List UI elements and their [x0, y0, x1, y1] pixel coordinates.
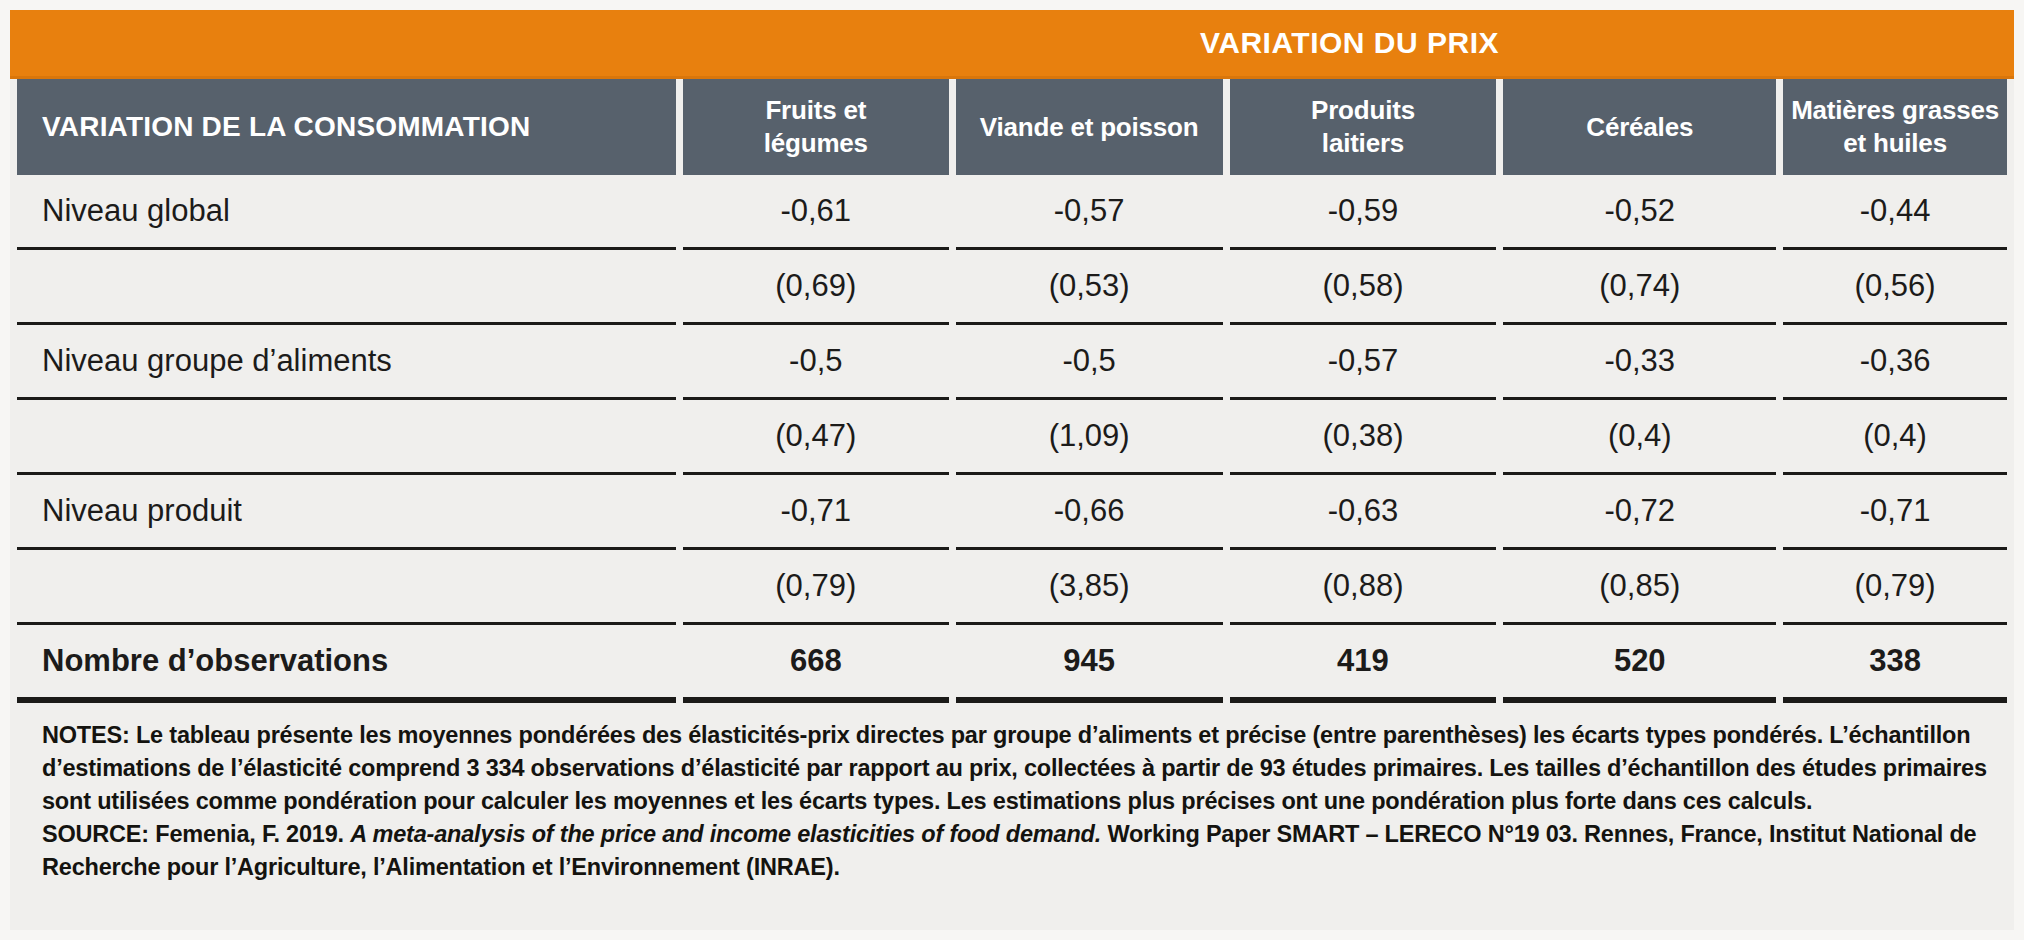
- count-cell: 520: [1503, 625, 1776, 703]
- std-cell: (1,09): [956, 400, 1223, 475]
- mean-cell: -0,66: [956, 475, 1223, 550]
- column-header-line: Fruits et: [683, 94, 949, 127]
- count-cell: 338: [1783, 625, 2007, 703]
- column-header-line: légumes: [683, 127, 949, 160]
- table-row-nombre-observations: Nombre d’observations 668 945 419 520 33…: [17, 625, 2007, 703]
- mean-cell: -0,57: [1230, 325, 1497, 400]
- mean-cell: -0,63: [1230, 475, 1497, 550]
- column-header-line: et huiles: [1783, 127, 2007, 160]
- std-cell: (3,85): [956, 550, 1223, 625]
- mean-cell: -0,5: [683, 325, 949, 400]
- notes-text: Le tableau présente les moyennes pondéré…: [42, 722, 1987, 814]
- std-cell: (0,38): [1230, 400, 1497, 475]
- row-label: Nombre d’observations: [17, 625, 676, 703]
- notes-label: NOTES:: [42, 722, 130, 748]
- column-header-line: Céréales: [1503, 111, 1776, 144]
- mean-cell: -0,72: [1503, 475, 1776, 550]
- elasticity-table: VARIATION DE LA CONSOMMATION Fruits et l…: [10, 79, 2014, 703]
- table-row-mean-niveau-global: Niveau global -0,61 -0,57 -0,59 -0,52 -0…: [17, 175, 2007, 250]
- column-header-line: Matières grasses: [1783, 94, 2007, 127]
- count-cell: 945: [956, 625, 1223, 703]
- column-header-cereales: Céréales: [1503, 79, 1776, 175]
- column-header-viande-poisson: Viande et poisson: [956, 79, 1223, 175]
- std-cell: (0,47): [683, 400, 949, 475]
- column-header-fruits-legumes: Fruits et légumes: [683, 79, 949, 175]
- mean-cell: -0,5: [956, 325, 1223, 400]
- table-row-std-niveau-global: (0,69) (0,53) (0,58) (0,74) (0,56): [17, 250, 2007, 325]
- std-cell: (0,79): [1783, 550, 2007, 625]
- count-cell: 668: [683, 625, 949, 703]
- source-author: Femenia, F. 2019.: [155, 821, 344, 847]
- std-cell: (0,4): [1503, 400, 1776, 475]
- mean-cell: -0,44: [1783, 175, 2007, 250]
- table-row-mean-niveau-groupe: Niveau groupe d’aliments -0,5 -0,5 -0,57…: [17, 325, 2007, 400]
- table-panel: VARIATION DU PRIX VARIATION DE LA CONSOM…: [10, 10, 2014, 930]
- count-cell: 419: [1230, 625, 1497, 703]
- column-header-line: laitiers: [1230, 127, 1497, 160]
- mean-cell: -0,71: [1783, 475, 2007, 550]
- mean-cell: -0,33: [1503, 325, 1776, 400]
- row-label: Niveau produit: [17, 475, 676, 550]
- table-row-std-niveau-produit: (0,79) (3,85) (0,88) (0,85) (0,79): [17, 550, 2007, 625]
- row-label: Niveau global: [17, 175, 676, 250]
- row-label: Niveau groupe d’aliments: [17, 325, 676, 400]
- price-variation-banner: VARIATION DU PRIX: [10, 10, 2014, 79]
- source-label: SOURCE:: [42, 821, 149, 847]
- table-notes: NOTES: Le tableau présente les moyennes …: [42, 719, 1992, 884]
- std-cell: (0,4): [1783, 400, 2007, 475]
- row-label: [17, 550, 676, 625]
- std-cell: (0,58): [1230, 250, 1497, 325]
- column-header-row: VARIATION DE LA CONSOMMATION Fruits et l…: [17, 79, 2007, 175]
- source-paragraph: SOURCE: Femenia, F. 2019. A meta-analysi…: [42, 818, 1992, 884]
- column-header-matieres-grasses: Matières grasses et huiles: [1783, 79, 2007, 175]
- price-variation-title: VARIATION DU PRIX: [685, 10, 2014, 76]
- std-cell: (0,79): [683, 550, 949, 625]
- mean-cell: -0,57: [956, 175, 1223, 250]
- std-cell: (0,53): [956, 250, 1223, 325]
- std-cell: (0,74): [1503, 250, 1776, 325]
- std-cell: (0,69): [683, 250, 949, 325]
- row-label: [17, 250, 676, 325]
- mean-cell: -0,36: [1783, 325, 2007, 400]
- mean-cell: -0,61: [683, 175, 949, 250]
- notes-paragraph: NOTES: Le tableau présente les moyennes …: [42, 719, 1992, 818]
- column-header-line: Produits: [1230, 94, 1497, 127]
- mean-cell: -0,52: [1503, 175, 1776, 250]
- std-cell: (0,85): [1503, 550, 1776, 625]
- std-cell: (0,88): [1230, 550, 1497, 625]
- column-header-line: Viande et poisson: [956, 111, 1223, 144]
- consumption-variation-header: VARIATION DE LA CONSOMMATION: [17, 79, 676, 175]
- column-header-produits-laitiers: Produits laitiers: [1230, 79, 1497, 175]
- std-cell: (0,56): [1783, 250, 2007, 325]
- mean-cell: -0,59: [1230, 175, 1497, 250]
- row-label: [17, 400, 676, 475]
- mean-cell: -0,71: [683, 475, 949, 550]
- source-title: A meta-analysis of the price and income …: [350, 821, 1101, 847]
- table-row-mean-niveau-produit: Niveau produit -0,71 -0,66 -0,63 -0,72 -…: [17, 475, 2007, 550]
- table-row-std-niveau-groupe: (0,47) (1,09) (0,38) (0,4) (0,4): [17, 400, 2007, 475]
